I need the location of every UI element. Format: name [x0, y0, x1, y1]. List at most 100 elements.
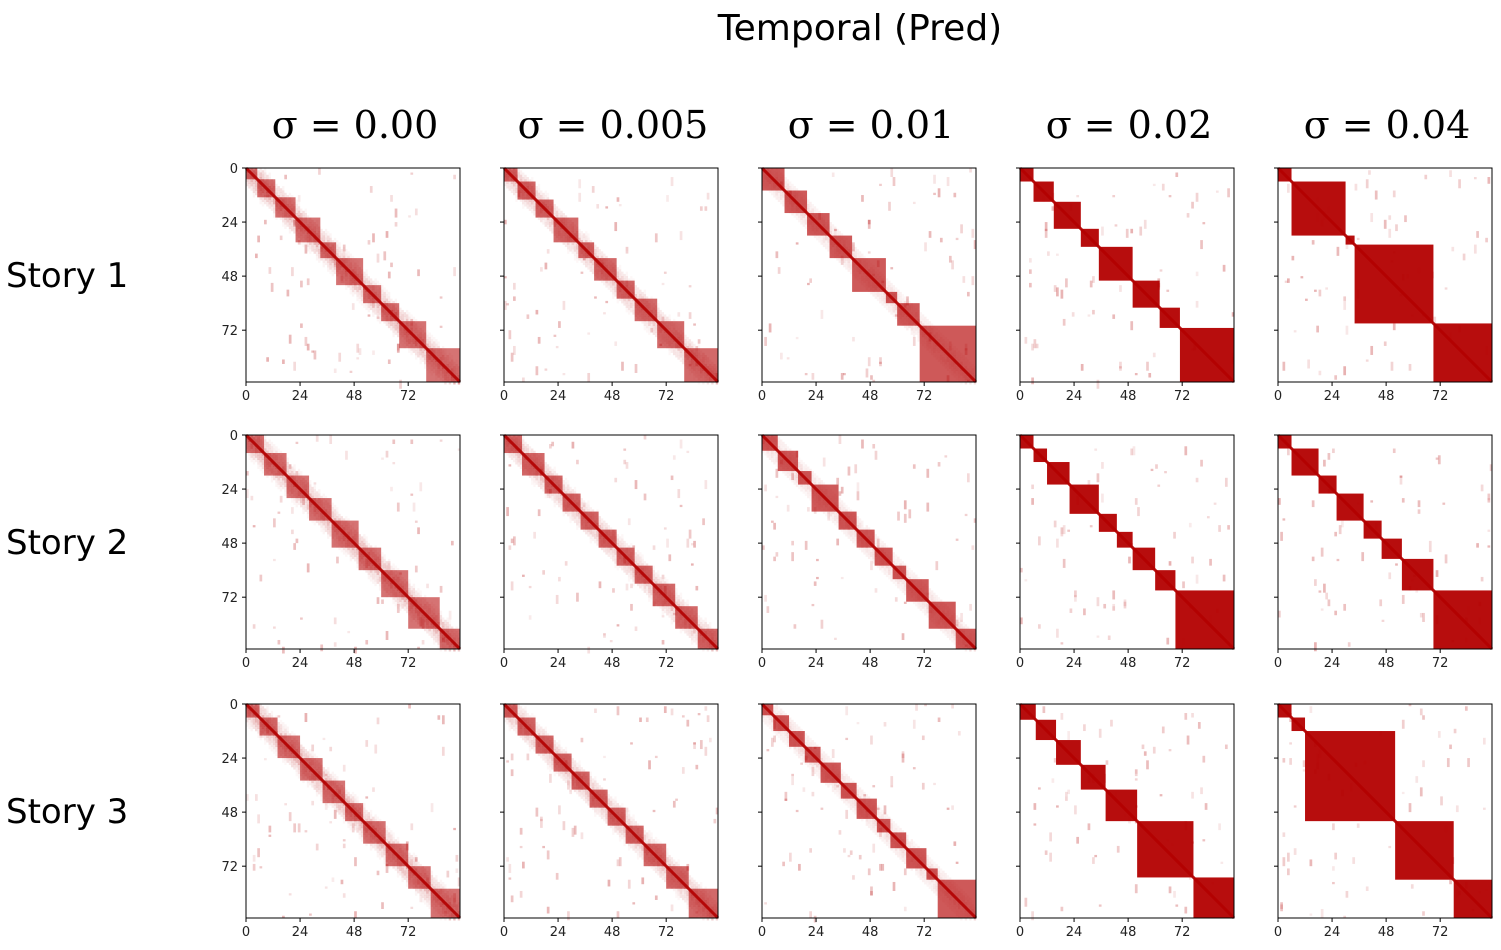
- band-cell: [333, 260, 337, 266]
- band-cell: [266, 201, 269, 207]
- band-cell: [897, 289, 900, 295]
- band-cell: [401, 603, 404, 609]
- band-cell: [829, 226, 832, 232]
- band-cell: [313, 249, 316, 254]
- band-cell: [322, 235, 325, 241]
- band-cell: [558, 213, 561, 218]
- band-cell: [630, 276, 632, 281]
- x-tick-label: 72: [400, 389, 417, 404]
- band-cell: [672, 608, 676, 614]
- band-cell: [899, 576, 902, 582]
- band-cell: [899, 291, 902, 297]
- band-cell: [666, 316, 669, 322]
- band-cell: [361, 301, 363, 306]
- band-cell: [435, 633, 438, 638]
- band-cell: [522, 199, 525, 205]
- band-cell: [322, 529, 325, 535]
- band-cell: [582, 255, 586, 261]
- noise-cell: [311, 350, 315, 353]
- noise-cell: [1089, 280, 1093, 288]
- band-cell: [791, 477, 794, 483]
- noise-cell: [847, 466, 851, 476]
- band-cell: [928, 597, 932, 602]
- band-cell: [399, 312, 402, 317]
- band-cell: [617, 566, 619, 571]
- band-cell: [293, 495, 296, 501]
- band-cell: [524, 197, 527, 203]
- band-cell: [634, 294, 638, 299]
- band-cell: [392, 332, 395, 338]
- band-cell: [587, 500, 589, 505]
- band-cell: [901, 583, 905, 589]
- band-cell: [894, 314, 898, 320]
- band-cell: [291, 471, 294, 476]
- noise-cell: [867, 219, 871, 229]
- band-cell: [834, 231, 837, 236]
- band-cell: [553, 208, 556, 214]
- band-cell: [848, 507, 850, 512]
- noise-cell: [625, 462, 629, 469]
- band-cell: [426, 334, 429, 340]
- band-cell: [320, 228, 323, 234]
- band-cell: [275, 192, 278, 198]
- band-cell: [333, 237, 337, 243]
- band-cell: [282, 222, 284, 227]
- band-cell: [625, 543, 629, 548]
- noise-cell: [699, 206, 703, 211]
- band-cell: [643, 583, 647, 589]
- band-cell: [680, 593, 682, 598]
- band-cell: [504, 181, 507, 187]
- band-cell: [641, 585, 644, 591]
- band-cell: [897, 294, 900, 299]
- band-cell: [327, 529, 330, 535]
- band-cell: [609, 554, 613, 560]
- band-cell: [632, 567, 635, 573]
- band-cell: [331, 262, 334, 268]
- band-cell: [894, 305, 898, 311]
- noise-cell: [679, 504, 683, 508]
- band-cell: [890, 287, 893, 293]
- band-cell: [822, 237, 826, 243]
- band-cell: [360, 287, 364, 293]
- noise-cell: [1392, 190, 1396, 198]
- band-cell: [324, 237, 328, 243]
- band-cell: [915, 574, 918, 580]
- band-cell: [634, 561, 638, 566]
- band-cell: [345, 249, 348, 254]
- band-cell: [847, 534, 850, 539]
- band-cell: [686, 599, 688, 604]
- noise-cell: [955, 237, 959, 241]
- noise-cell: [347, 630, 351, 634]
- band-cell: [612, 552, 615, 557]
- band-cell: [793, 480, 796, 485]
- band-cell: [343, 247, 345, 252]
- panel-frame: [1277, 167, 1493, 383]
- band-cell: [681, 626, 685, 632]
- band-cell: [598, 520, 601, 526]
- band-cell: [517, 177, 520, 182]
- band-cell: [302, 509, 305, 515]
- noise-cell: [1137, 507, 1140, 517]
- noise-cell: [1368, 170, 1371, 175]
- band-cell: [838, 231, 841, 236]
- noise-cell: [288, 334, 292, 344]
- noise-cell: [1449, 170, 1452, 178]
- band-cell: [257, 464, 260, 470]
- noise-cell: [809, 278, 813, 283]
- x-tick-label: 24: [808, 389, 825, 404]
- noise-cell: [367, 240, 371, 245]
- band-cell: [374, 572, 377, 578]
- band-cell: [395, 566, 397, 571]
- noise-cell: [1293, 330, 1297, 333]
- band-cell: [403, 601, 407, 607]
- band-cell: [630, 303, 633, 308]
- band-cell: [423, 363, 427, 369]
- band-cell: [376, 574, 380, 580]
- band-cell: [648, 588, 651, 593]
- noise-cell: [257, 235, 260, 243]
- band-cell: [540, 475, 543, 481]
- band-cell: [865, 552, 868, 557]
- band-cell: [582, 260, 586, 266]
- noise-cell: [255, 253, 258, 259]
- band-cell: [894, 309, 898, 315]
